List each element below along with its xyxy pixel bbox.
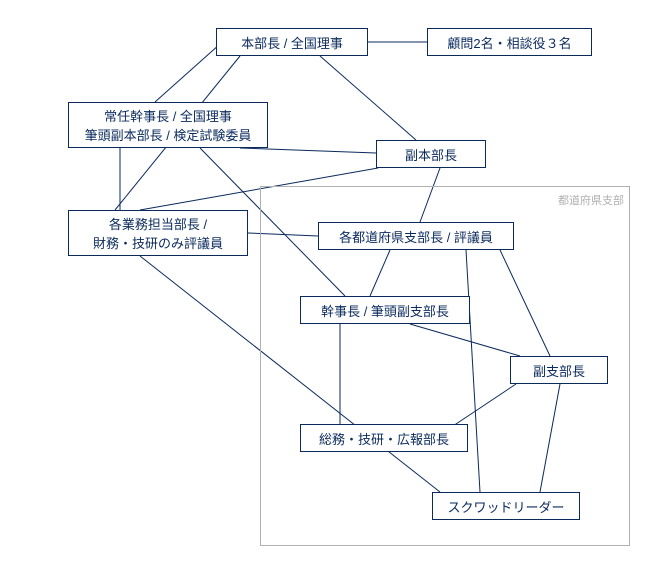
node-label: 副本部長 [405,145,457,164]
node-label: 各業務担当部長 / 財務・技研のみ評議員 [93,214,223,252]
node-label: 副支部長 [533,361,585,380]
node-somu: 総務・技研・広報部長 [300,424,468,452]
node-label: 顧問2名・相談役３名 [447,33,571,52]
node-label: 幹事長 / 筆頭副支部長 [321,301,449,320]
node-label: 総務・技研・広報部長 [319,429,449,448]
node-label: スクワッドリーダー [447,497,564,516]
node-gyomu: 各業務担当部長 / 財務・技研のみ評議員 [68,210,248,256]
node-honbucho: 本部長 / 全国理事 [216,28,368,56]
node-label: 各都道府県支部長 / 評議員 [339,227,493,246]
node-jonin: 常任幹事長 / 全国理事 筆頭副本部長 / 検定試験委員 [68,102,268,148]
node-squad: スクワッドリーダー [432,492,580,520]
node-label: 常任幹事長 / 全国理事 筆頭副本部長 / 検定試験委員 [85,106,252,144]
node-komon: 顧問2名・相談役３名 [427,28,592,56]
prefectural-branch-region-label: 都道府県支部 [558,192,624,208]
node-shibucho: 各都道府県支部長 / 評議員 [318,222,514,250]
node-label: 本部長 / 全国理事 [241,33,343,52]
node-fukushibucho: 副支部長 [510,356,608,384]
node-fukuhonbucho: 副本部長 [376,140,486,168]
node-kanjicho: 幹事長 / 筆頭副支部長 [300,296,470,324]
